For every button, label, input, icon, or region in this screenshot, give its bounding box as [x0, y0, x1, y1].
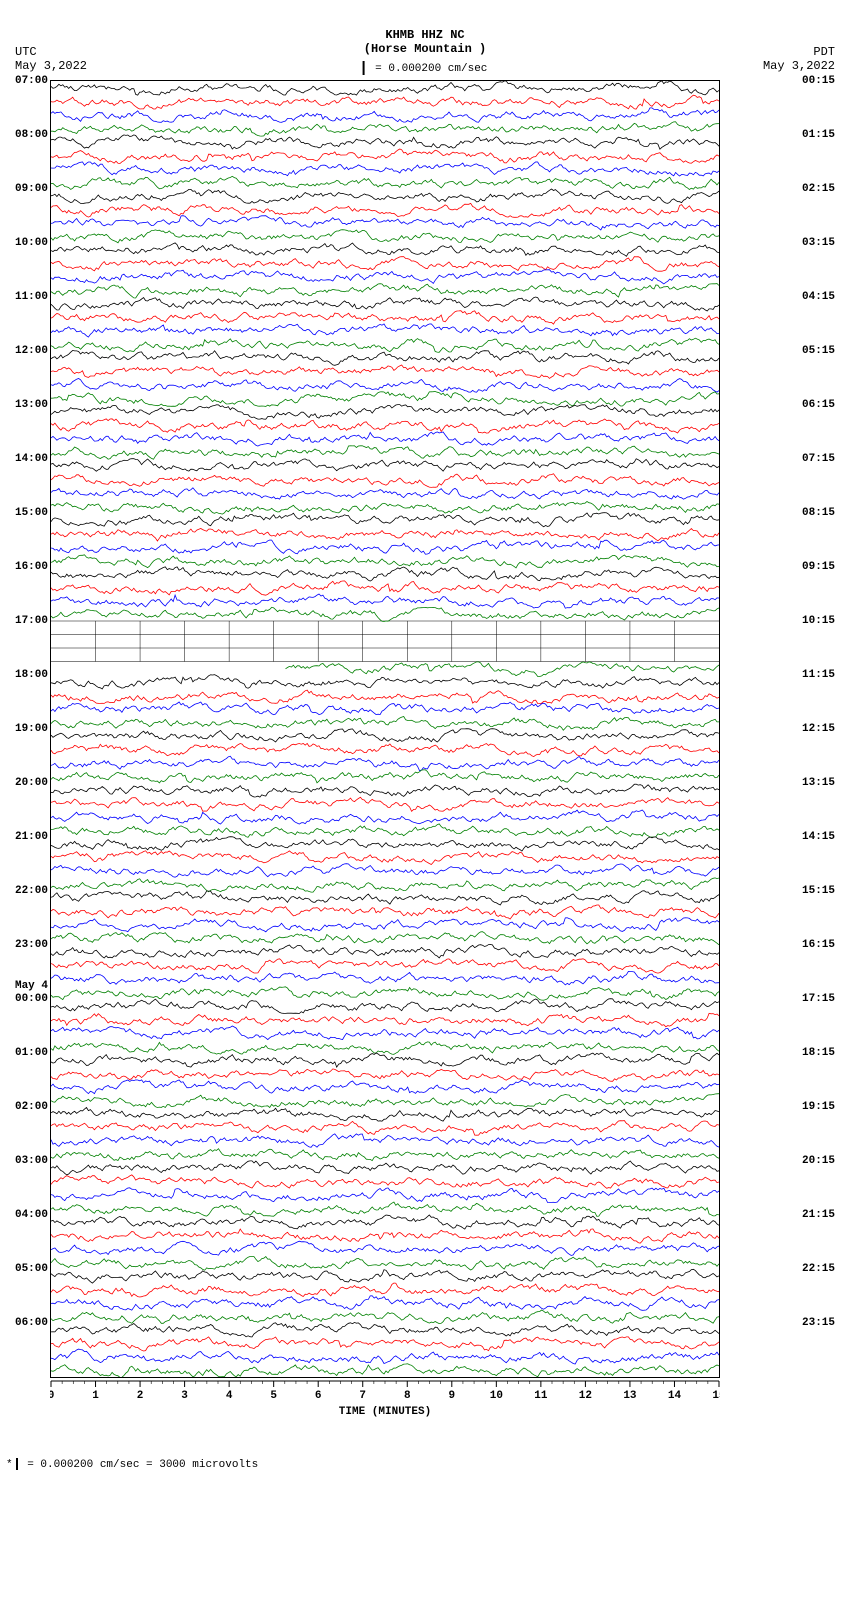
right-time-label: 20:15 [802, 1155, 835, 1167]
x-axis-title: TIME (MINUTES) [50, 1406, 720, 1418]
svg-text:3: 3 [181, 1390, 188, 1402]
svg-text:5: 5 [270, 1390, 277, 1402]
left-time-axis: 07:0008:0009:0010:0011:0012:0013:0014:00… [4, 80, 48, 1376]
station-code: KHMB HHZ NC [363, 28, 488, 42]
left-timezone: UTC [15, 45, 87, 59]
svg-text:1: 1 [92, 1390, 99, 1402]
right-timezone: PDT [763, 45, 835, 59]
footer-text-1: = 0.000200 cm/sec = [21, 1459, 160, 1471]
left-time-label: 03:00 [15, 1155, 48, 1167]
left-time-label: 21:00 [15, 831, 48, 843]
right-time-label: 13:15 [802, 777, 835, 789]
right-time-label: 14:15 [802, 831, 835, 843]
trace-row [51, 608, 719, 622]
left-time-label: 20:00 [15, 777, 48, 789]
left-date: May 3,2022 [15, 59, 87, 73]
seismogram-plot [50, 80, 720, 1378]
left-time-label: 18:00 [15, 669, 48, 681]
header: UTC May 3,2022 KHMB HHZ NC (Horse Mounta… [0, 0, 850, 80]
right-time-label: 17:15 [802, 993, 835, 1005]
left-time-label: 12:00 [15, 345, 48, 357]
left-time-label: 05:00 [15, 1263, 48, 1275]
header-center: KHMB HHZ NC (Horse Mountain ) = 0.000200… [363, 28, 488, 76]
left-time-label: 14:00 [15, 453, 48, 465]
svg-text:6: 6 [315, 1390, 322, 1402]
right-time-label: 10:15 [802, 615, 835, 627]
left-time-label: 16:00 [15, 561, 48, 573]
right-time-label: 01:15 [802, 129, 835, 141]
left-time-label: 19:00 [15, 723, 48, 735]
left-time-label: 06:00 [15, 1317, 48, 1329]
right-time-label: 03:15 [802, 237, 835, 249]
footer-scale: * = 0.000200 cm/sec = 3000 microvolts [6, 1458, 850, 1471]
right-time-label: 09:15 [802, 561, 835, 573]
right-time-label: 23:15 [802, 1317, 835, 1329]
left-time-label: 13:00 [15, 399, 48, 411]
svg-text:8: 8 [404, 1390, 411, 1402]
scale-reference: = 0.000200 cm/sec [363, 61, 488, 76]
right-time-label: 12:15 [802, 723, 835, 735]
left-time-label: 15:00 [15, 507, 48, 519]
svg-text:11: 11 [534, 1390, 548, 1402]
day-break-label: May 4 [15, 980, 48, 992]
svg-text:2: 2 [137, 1390, 144, 1402]
footer-bar-icon [16, 1458, 18, 1470]
trace-row [51, 635, 719, 649]
trace-row [51, 1364, 719, 1378]
right-time-label: 21:15 [802, 1209, 835, 1221]
svg-text:12: 12 [579, 1390, 592, 1402]
scale-text: = 0.000200 cm/sec [369, 63, 488, 75]
right-time-label: 05:15 [802, 345, 835, 357]
right-date: May 3,2022 [763, 59, 835, 73]
right-time-label: 22:15 [802, 1263, 835, 1275]
svg-text:0: 0 [50, 1390, 54, 1402]
left-time-label: 11:00 [15, 291, 48, 303]
right-time-label: 08:15 [802, 507, 835, 519]
svg-text:10: 10 [490, 1390, 503, 1402]
left-time-label: 08:00 [15, 129, 48, 141]
right-time-axis: 00:1501:1502:1503:1504:1505:1506:1507:15… [802, 80, 846, 1376]
right-time-label: 15:15 [802, 885, 835, 897]
left-time-label: 04:00 [15, 1209, 48, 1221]
right-time-label: 19:15 [802, 1101, 835, 1113]
trace-row [51, 621, 719, 635]
x-axis: 0123456789101112131415 TIME (MINUTES) [50, 1380, 720, 1418]
svg-text:7: 7 [359, 1390, 366, 1402]
left-time-label: 00:00 [15, 993, 48, 1005]
left-time-label: 09:00 [15, 183, 48, 195]
svg-text:9: 9 [448, 1390, 455, 1402]
right-time-label: 00:15 [802, 75, 835, 87]
left-time-label: 23:00 [15, 939, 48, 951]
right-time-label: 04:15 [802, 291, 835, 303]
right-time-label: 02:15 [802, 183, 835, 195]
scale-bar-icon [363, 61, 365, 75]
left-time-label: 01:00 [15, 1047, 48, 1059]
footer-text-2: 3000 microvolts [159, 1459, 258, 1471]
plot-area: 07:0008:0009:0010:0011:0012:0013:0014:00… [50, 80, 800, 1378]
svg-text:4: 4 [226, 1390, 233, 1402]
right-time-label: 07:15 [802, 453, 835, 465]
seismogram-page: UTC May 3,2022 KHMB HHZ NC (Horse Mounta… [0, 0, 850, 1471]
svg-text:14: 14 [668, 1390, 682, 1402]
right-time-label: 18:15 [802, 1047, 835, 1059]
footer-star: * [6, 1459, 13, 1471]
right-time-label: 11:15 [802, 669, 835, 681]
left-time-label: 17:00 [15, 615, 48, 627]
svg-text:13: 13 [623, 1390, 637, 1402]
header-left: UTC May 3,2022 [15, 45, 87, 74]
svg-text:15: 15 [712, 1390, 720, 1402]
right-time-label: 06:15 [802, 399, 835, 411]
left-time-label: 22:00 [15, 885, 48, 897]
left-time-label: 10:00 [15, 237, 48, 249]
right-time-label: 16:15 [802, 939, 835, 951]
left-time-label: 02:00 [15, 1101, 48, 1113]
left-time-label: 07:00 [15, 75, 48, 87]
station-location: (Horse Mountain ) [363, 42, 488, 56]
header-right: PDT May 3,2022 [763, 45, 835, 74]
